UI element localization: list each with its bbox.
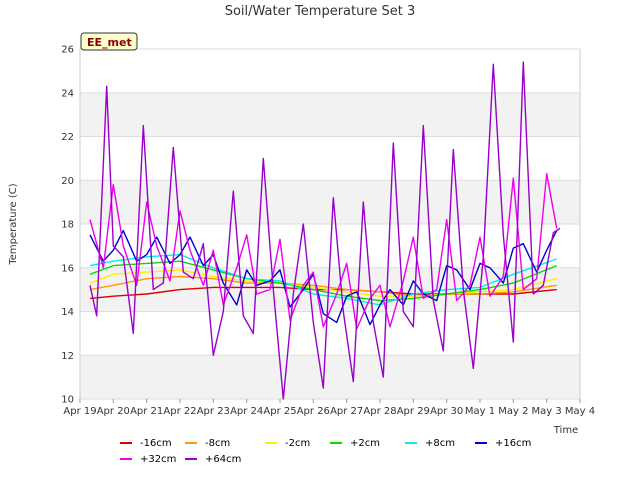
series-line-8cm [89, 275, 557, 297]
x-tick-label: Apr 27 [330, 406, 363, 417]
x-tick-label: Apr 22 [163, 406, 196, 417]
x-tick-label: Apr 21 [130, 406, 163, 417]
legend-label: -16cm [140, 438, 172, 449]
y-tick-label: 22 [61, 132, 74, 143]
legend-label: -8cm [205, 438, 230, 449]
y-tick-label: 10 [61, 395, 74, 406]
grid-band [80, 136, 580, 181]
legend-label: +16cm [495, 438, 531, 449]
grid-band [80, 355, 580, 399]
grid-band [80, 92, 580, 137]
series-line-64cm [89, 61, 561, 400]
x-tick-label: Apr 29 [397, 406, 430, 417]
x-tick-label: May 4 [565, 406, 595, 417]
legend: -16cm -8cm -2cm +2cm +8cm +16cm +32cm +64cm [120, 438, 531, 465]
y-tick-label: 26 [61, 45, 74, 56]
x-tick-label: Apr 19 [63, 406, 96, 417]
x-axis: Apr 19 Apr 20 Apr 21 Apr 22 Apr 23 Apr 24 Apr … [63, 399, 595, 417]
legend-label: +64cm [205, 454, 241, 465]
x-tick-label: May 3 [532, 406, 562, 417]
legend-label: -2cm [285, 438, 310, 449]
legend-label: +2cm [350, 438, 380, 449]
y-axis: 10 12 14 16 18 20 22 24 26 [61, 45, 580, 406]
grid-bands [80, 49, 580, 399]
x-tick-label: Apr 25 [263, 406, 296, 417]
x-tick-label: Apr 20 [97, 406, 130, 417]
series-line-16cm [89, 229, 558, 326]
chart-title: Soil/Water Temperature Set 3 [225, 4, 416, 19]
x-tick-label: Apr 23 [197, 406, 230, 417]
x-tick-label: May 2 [498, 406, 528, 417]
y-tick-label: 20 [61, 176, 74, 187]
series-line-2cm [89, 269, 557, 297]
y-tick-label: 14 [61, 307, 74, 318]
x-tick-label: May 1 [465, 406, 495, 417]
series-lines [89, 61, 561, 400]
y-axis-label: Temperature (C) [8, 183, 19, 265]
x-tick-label: Apr 28 [363, 406, 396, 417]
site-badge-label: EE_met [87, 36, 132, 49]
x-tick-label: Apr 24 [230, 406, 263, 417]
site-badge: EE_met [80, 32, 138, 51]
y-tick-label: 16 [61, 263, 74, 274]
grid-band [80, 180, 580, 224]
series-line-32cm [89, 172, 558, 330]
legend-label: +32cm [140, 454, 176, 465]
x-tick-label: Apr 26 [297, 406, 330, 417]
site-badge-box [80, 32, 138, 51]
y-tick-label: 12 [61, 351, 74, 362]
legend-label: +8cm [425, 438, 455, 449]
grid-band [80, 49, 580, 93]
x-axis-label: Time [553, 425, 578, 436]
y-tick-label: 18 [61, 220, 74, 231]
y-tick-label: 24 [61, 88, 74, 99]
x-tick-label: Apr 30 [430, 406, 463, 417]
series-line-2cm [89, 260, 557, 302]
